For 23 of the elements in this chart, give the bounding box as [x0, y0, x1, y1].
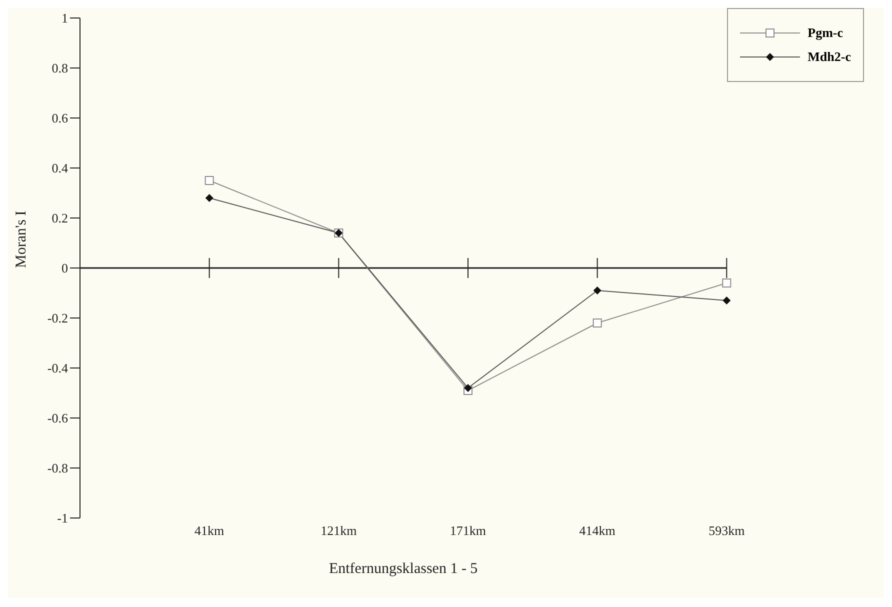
x-tick-label: 41km: [194, 523, 224, 538]
y-tick-label: 0.8: [52, 60, 68, 76]
y-tick-label: 1: [62, 10, 68, 26]
y-tick-label: -0.4: [47, 360, 68, 376]
y-tick-label: 0.2: [52, 210, 68, 226]
x-axis-title: Entfernungsklassen 1 - 5: [328, 561, 478, 577]
x-tick-label: 171km: [450, 523, 486, 538]
y-tick-label: -1: [57, 510, 68, 526]
y-tick-label: -0.6: [47, 410, 68, 426]
x-tick-label: 414km: [579, 523, 616, 538]
legend-label: Pgm-c: [808, 25, 844, 41]
legend-label: Mdh2-c: [808, 49, 851, 65]
y-tick-label: -0.8: [47, 460, 68, 476]
point: [204, 176, 214, 185]
y-tick-label: 0.6: [52, 110, 68, 126]
x-tick-label: 121km: [320, 523, 357, 538]
y-axis-title: Moran's I: [13, 210, 30, 268]
point: [722, 278, 732, 288]
y-tick-label: 0.4: [52, 160, 68, 176]
y-tick-label: -0.2: [47, 310, 68, 326]
x-tick-label: 593km: [708, 523, 745, 538]
point: [592, 318, 602, 328]
y-tick-label: 0: [62, 260, 68, 276]
